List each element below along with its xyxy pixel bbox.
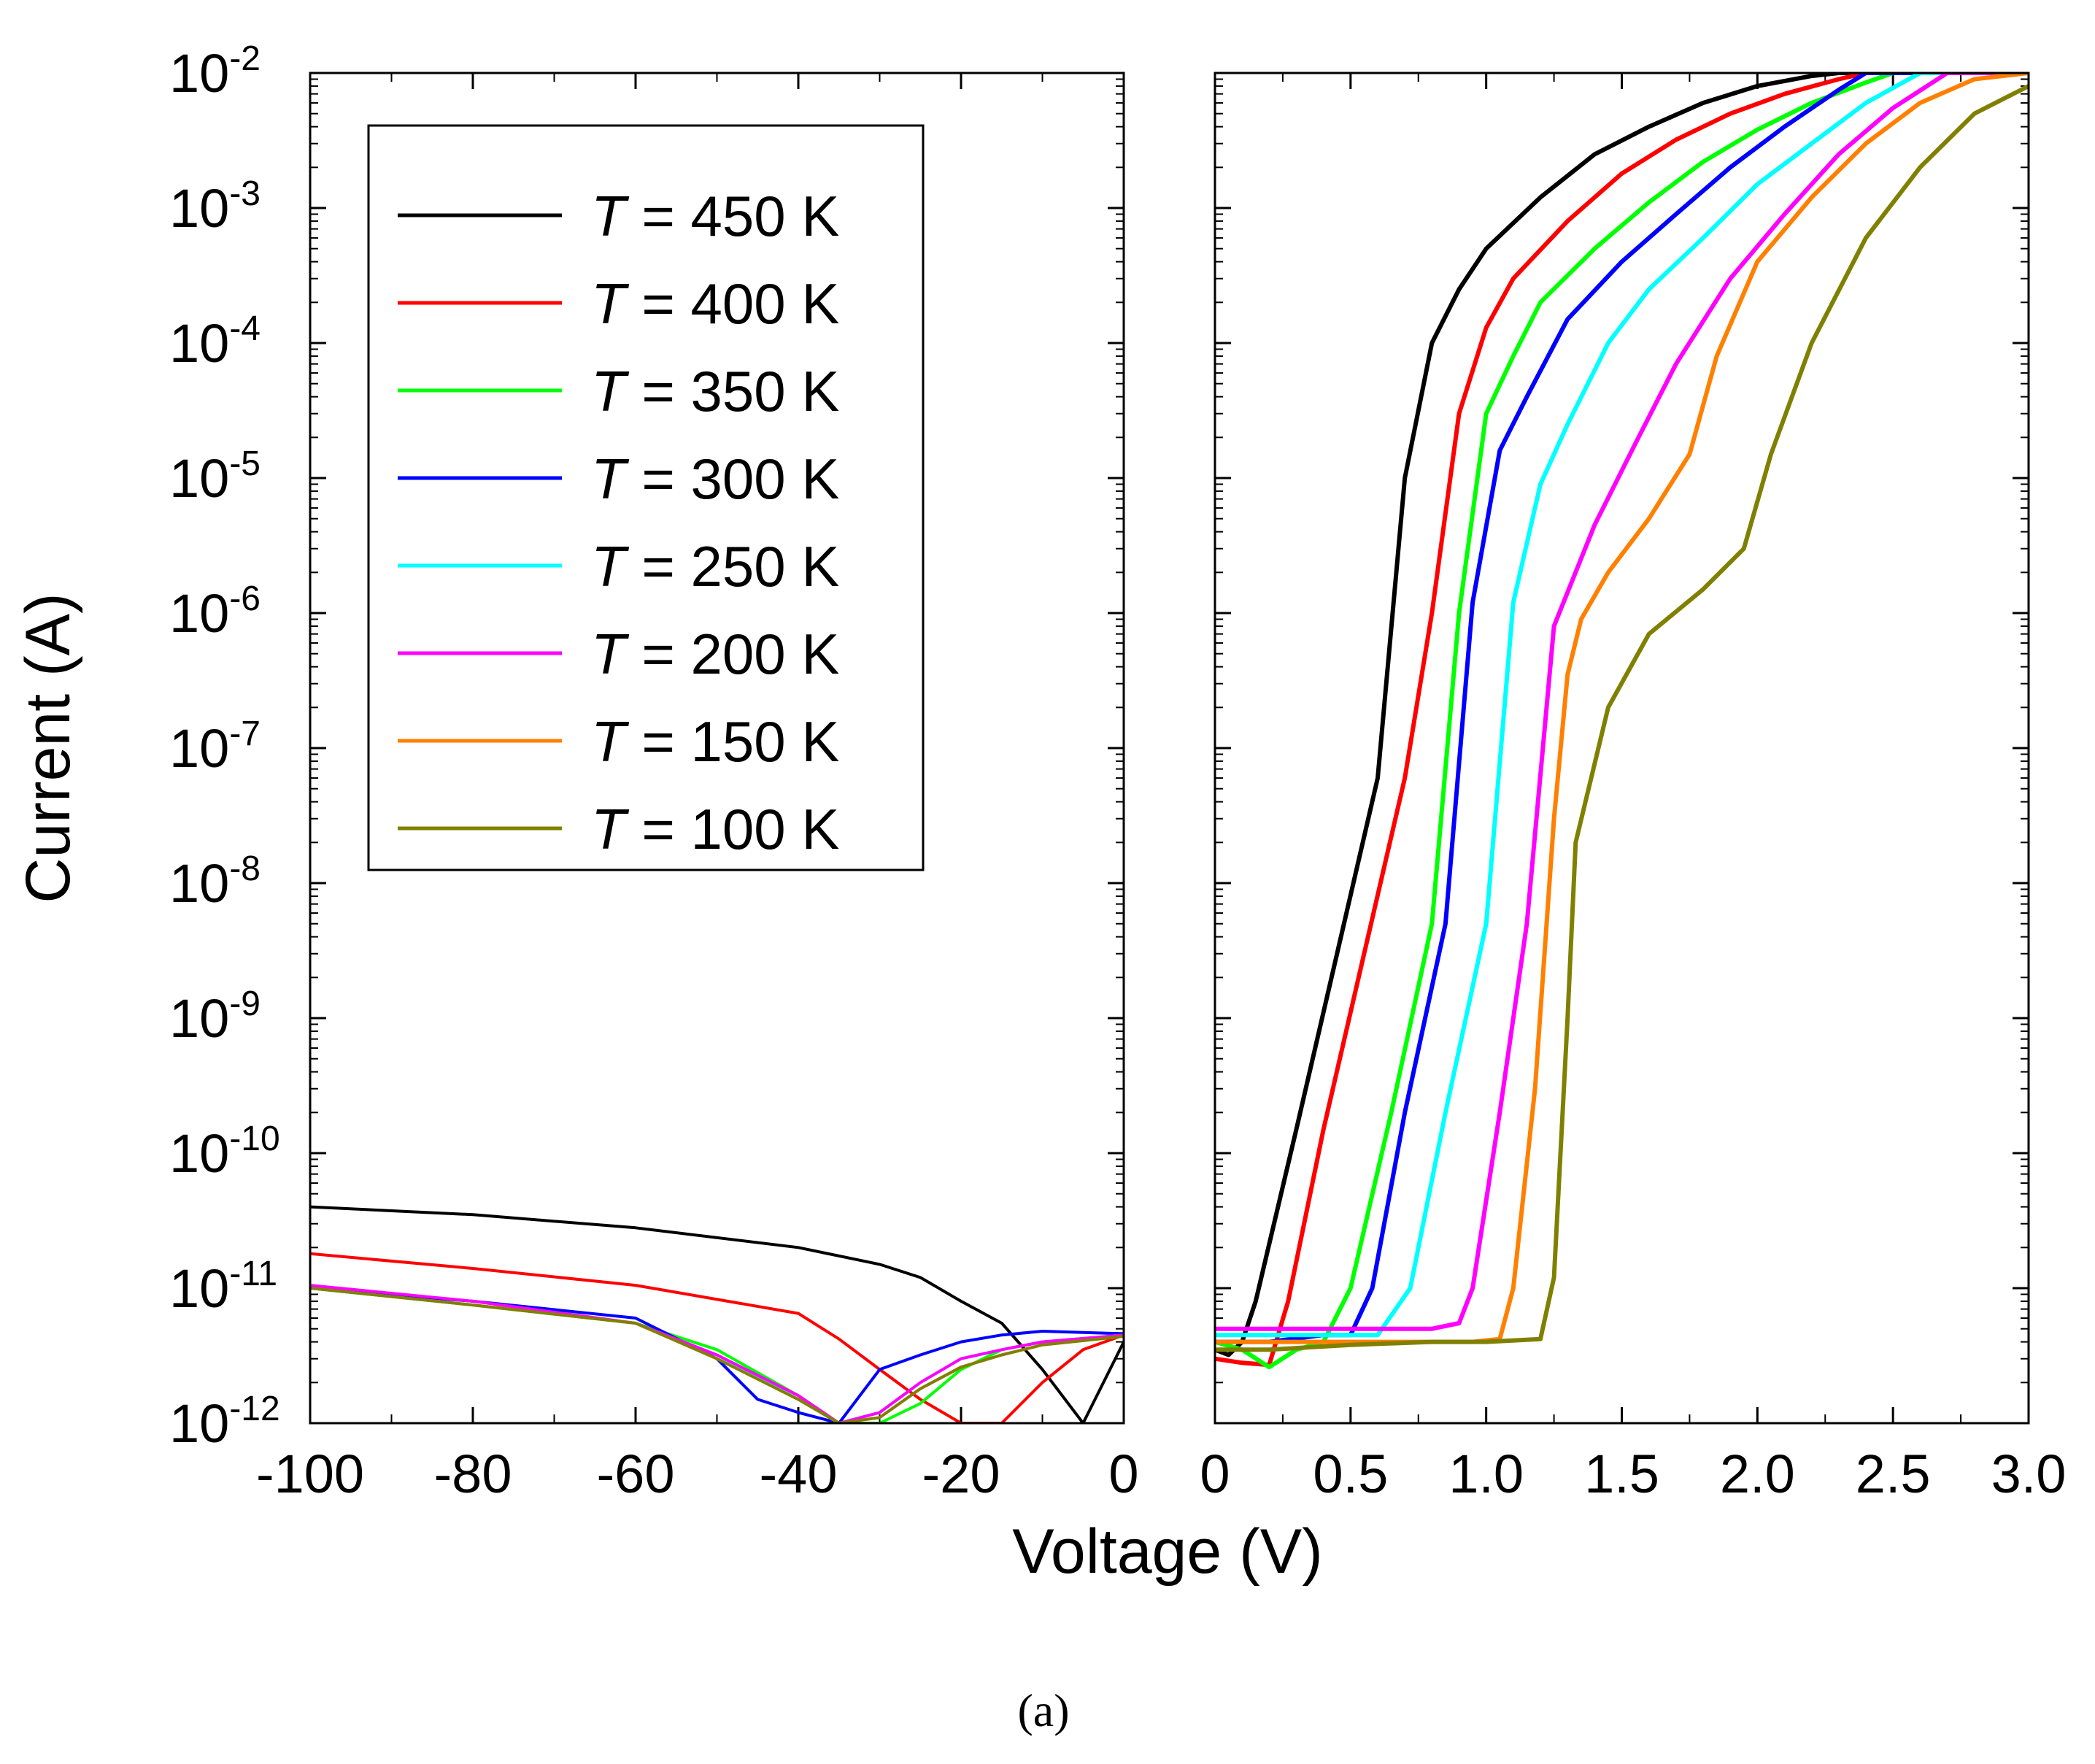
- legend-symbol: T: [591, 447, 630, 511]
- legend-value: = 150 K: [626, 709, 840, 774]
- x-axis-title: Voltage (V): [1012, 1517, 1322, 1587]
- legend-symbol: T: [591, 534, 630, 598]
- y-tick-base: 10: [169, 988, 229, 1049]
- y-tick-base: 10: [169, 313, 229, 374]
- series-line-300k: [310, 1287, 1124, 1423]
- y-tick-exponent: -10: [229, 1120, 279, 1158]
- y-tick-exponent: -3: [229, 174, 261, 213]
- legend-value: = 250 K: [626, 534, 840, 598]
- y-tick-label: 10-2: [169, 39, 261, 104]
- x-tick-label: 2.0: [1720, 1444, 1795, 1504]
- x-tick-label: -40: [760, 1444, 838, 1504]
- legend-symbol: T: [591, 359, 630, 423]
- y-tick-exponent: -12: [229, 1390, 279, 1428]
- series-line-450k: [1215, 73, 2029, 1357]
- legend: T = 450 KT = 400 KT = 350 KT = 300 KT = …: [367, 124, 925, 871]
- y-tick-base: 10: [169, 448, 229, 509]
- y-axis-title: Current (A): [13, 593, 83, 903]
- legend-symbol: T: [591, 184, 630, 248]
- series-line-400k: [310, 1252, 1124, 1423]
- x-tick-label: 1.5: [1584, 1444, 1659, 1504]
- legend-symbol: T: [591, 797, 630, 861]
- y-tick-exponent: -7: [229, 715, 261, 753]
- reverse-bias-panel: -100 -80 -60 -40 -20 0 10-210-310-410-510-610…: [169, 39, 1139, 1504]
- y-tick-label: 10-11: [169, 1255, 277, 1319]
- legend-label: T = 150 K: [591, 709, 839, 774]
- y-tick-base: 10: [169, 1258, 229, 1319]
- x-tick-label: -80: [434, 1444, 512, 1504]
- forward-bias-panel: 0 0.5 1.0 1.5 2.0 2.5 3.0: [1200, 72, 2067, 1504]
- legend-label: T = 300 K: [591, 447, 839, 511]
- forward-bias-plot-frame: [1214, 72, 2030, 1425]
- y-tick-base: 10: [169, 718, 229, 779]
- y-tick-base: 10: [169, 853, 229, 914]
- y-tick-base: 10: [169, 583, 229, 644]
- y-tick-label: 10-12: [169, 1390, 280, 1454]
- legend-box: [367, 124, 925, 871]
- legend-label: T = 400 K: [591, 271, 839, 336]
- y-tick-base: 10: [169, 1393, 229, 1454]
- legend-label: T = 200 K: [591, 622, 839, 686]
- y-tick-base: 10: [169, 178, 229, 239]
- series-line-450k: [310, 1205, 1124, 1423]
- legend-value: = 400 K: [626, 271, 840, 336]
- y-tick-label: 10-3: [169, 174, 261, 239]
- series-line-200k: [1215, 73, 2029, 1331]
- y-tick-label: 10-9: [169, 985, 261, 1049]
- y-tick-base: 10: [169, 43, 229, 104]
- x-tick-label: 0: [1108, 1444, 1138, 1504]
- legend-symbol: T: [591, 622, 630, 686]
- y-tick-exponent: -8: [229, 850, 261, 888]
- figure-caption: (a): [1017, 1684, 1069, 1736]
- y-tick-label: 10-4: [169, 309, 261, 374]
- y-tick-exponent: -9: [229, 985, 261, 1023]
- y-tick-label: 10-10: [169, 1120, 280, 1184]
- y-tick-label: 10-8: [169, 850, 261, 914]
- reverse-bias-plot-frame: [309, 72, 1125, 1425]
- x-tick-label: 0: [1200, 1444, 1230, 1504]
- y-tick-label: 10-7: [169, 715, 261, 779]
- y-tick-exponent: -4: [229, 309, 261, 348]
- series-line-400k: [1215, 73, 2029, 1368]
- legend-label: T = 350 K: [591, 359, 839, 423]
- series-line-100k: [310, 1287, 1124, 1423]
- legend-label: T = 250 K: [591, 534, 839, 598]
- series-line-100k: [1215, 84, 2029, 1352]
- y-tick-base: 10: [169, 1123, 229, 1184]
- y-tick-label: 10-5: [169, 444, 261, 509]
- x-tick-label: 3.0: [1991, 1444, 2067, 1504]
- y-tick-exponent: -5: [229, 444, 261, 483]
- legend-symbol: T: [591, 709, 630, 774]
- x-tick-label: -60: [597, 1444, 675, 1504]
- x-tick-label: 2.5: [1856, 1444, 1931, 1504]
- legend-label: T = 100 K: [591, 797, 839, 861]
- y-tick-exponent: -11: [229, 1255, 277, 1293]
- legend-value: = 300 K: [626, 447, 840, 511]
- legend-value: = 450 K: [626, 184, 840, 248]
- x-tick-label: 0.5: [1313, 1444, 1388, 1504]
- legend-symbol: T: [591, 271, 630, 336]
- x-tick-label: 1.0: [1448, 1444, 1524, 1504]
- series-line-250k: [1215, 73, 2029, 1338]
- x-tick-label: -100: [256, 1444, 364, 1504]
- legend-value: = 100 K: [626, 797, 840, 861]
- legend-value: = 200 K: [626, 622, 840, 686]
- y-tick-label: 10-6: [169, 579, 261, 644]
- y-tick-exponent: -6: [229, 579, 261, 618]
- y-tick-exponent: -2: [229, 39, 261, 78]
- x-tick-label: -20: [922, 1444, 1000, 1504]
- legend-value: = 350 K: [626, 359, 840, 423]
- legend-label: T = 450 K: [591, 184, 839, 248]
